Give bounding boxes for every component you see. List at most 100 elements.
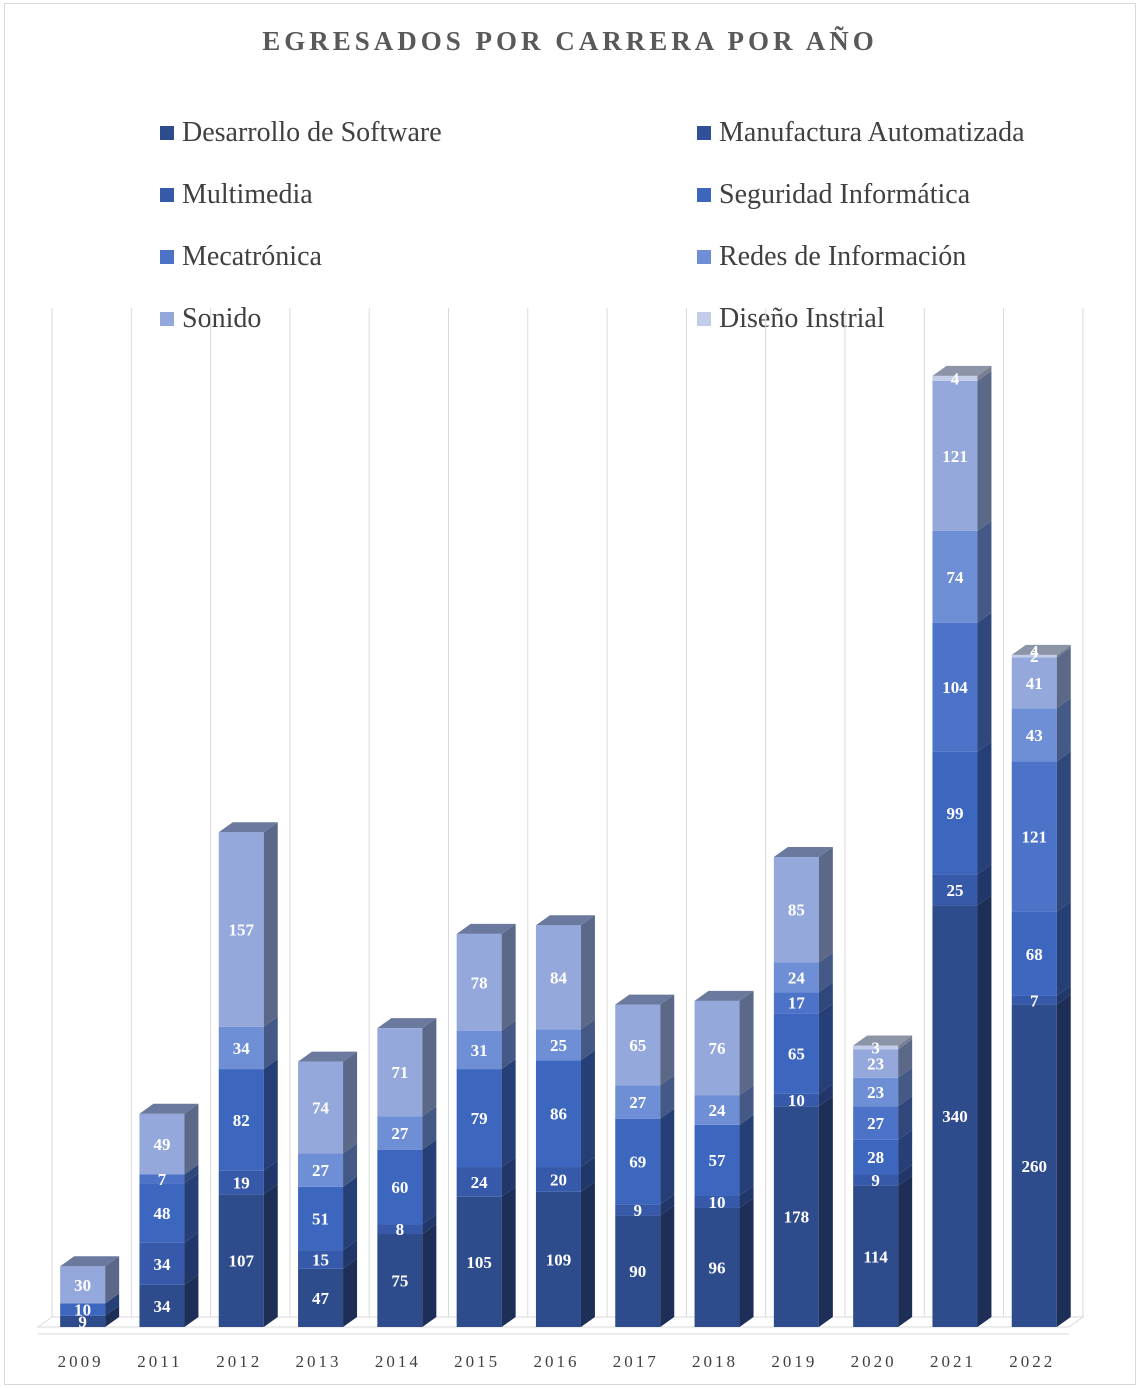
data-label: 27	[629, 1093, 647, 1112]
data-label: 75	[391, 1272, 408, 1291]
bar-segment-side	[422, 1214, 437, 1234]
bar-segment	[535, 925, 581, 1030]
bar-segment-side	[1056, 647, 1071, 709]
x-tick-label: 2017	[613, 1352, 659, 1371]
data-label: 65	[788, 1045, 805, 1064]
legend-item: Redes de Información	[697, 237, 966, 277]
legend-label: Sonido	[182, 303, 262, 334]
data-label: 10	[74, 1301, 91, 1320]
data-label: 43	[1026, 726, 1043, 745]
bar-segment	[615, 1004, 661, 1086]
bar-segment	[853, 1049, 899, 1078]
bar-segment	[932, 375, 978, 381]
legend-swatch	[160, 250, 174, 264]
bar-2013	[298, 1051, 358, 1327]
bar-segment	[535, 1191, 581, 1327]
data-label: 3	[871, 1038, 880, 1057]
data-label: 41	[1026, 674, 1043, 693]
legend-label: Multimedia	[182, 179, 313, 210]
bar-segment-side	[818, 1096, 833, 1327]
data-label: 20	[550, 1170, 567, 1189]
bar-segment	[853, 1106, 899, 1140]
bar-segment-side	[1056, 994, 1071, 1327]
data-label: 178	[784, 1208, 810, 1227]
bar-2021	[932, 365, 992, 1327]
bar-segment	[298, 1268, 344, 1327]
bar-segment	[853, 1045, 899, 1050]
data-label: 30	[74, 1276, 91, 1295]
x-tick-label: 2016	[533, 1352, 579, 1371]
data-label: 78	[471, 973, 488, 992]
bar-segment-side	[501, 1186, 516, 1327]
bar-segment	[1011, 708, 1057, 762]
data-label: 9	[871, 1171, 880, 1190]
bar-segment-side	[898, 1175, 913, 1327]
bar-segment-side	[580, 915, 595, 1030]
data-label: 10	[788, 1091, 805, 1110]
legend-label: Mecatrónica	[182, 241, 322, 272]
bar-segment	[773, 962, 819, 993]
bar-segment	[773, 1106, 819, 1327]
bar-segment-side	[977, 370, 992, 531]
data-label: 71	[391, 1063, 408, 1082]
x-tick-label: 2019	[771, 1352, 817, 1371]
bar-segment-side	[660, 994, 675, 1086]
data-label: 9	[634, 1201, 643, 1220]
chart-title: EGRESADOS POR CARRERA POR AÑO	[262, 26, 878, 56]
bar-segment	[139, 1242, 185, 1285]
bar-segment	[932, 530, 978, 623]
legend-label: Redes de Información	[719, 241, 967, 272]
data-label: 34	[153, 1255, 171, 1274]
data-label: 17	[788, 994, 806, 1013]
bar-segment	[218, 1194, 264, 1327]
data-label: 2	[1030, 647, 1039, 666]
bar-segment	[298, 1153, 344, 1187]
bar-segment-side	[263, 1016, 278, 1070]
data-label: 19	[233, 1174, 250, 1193]
bar-segment	[694, 1207, 740, 1327]
bar-segment-side	[739, 1197, 754, 1327]
bar-segment	[1011, 761, 1057, 912]
data-label: 34	[153, 1297, 171, 1316]
bar-top	[853, 1035, 913, 1046]
bar-segment	[298, 1186, 344, 1251]
data-label: 51	[312, 1210, 329, 1229]
bar-segment-side	[977, 895, 992, 1327]
bar-segment	[456, 933, 502, 1031]
bar-segment	[615, 1118, 661, 1205]
legend-label: Desarrollo de Software	[182, 117, 442, 148]
bar-segment-side	[105, 1256, 120, 1304]
bar-segment-side	[422, 1106, 437, 1150]
bar-segment	[1011, 911, 1057, 996]
data-label: 86	[550, 1105, 567, 1124]
data-label: 7	[158, 1170, 167, 1189]
bar-segment	[853, 1174, 899, 1186]
data-label: 260	[1022, 1157, 1048, 1176]
bar-segment-side	[263, 822, 278, 1027]
bar-segment	[615, 1204, 661, 1216]
bar-2016	[535, 915, 595, 1327]
data-label: 24	[788, 968, 806, 987]
data-label: 121	[942, 447, 968, 466]
bar-segment-side	[105, 1293, 120, 1316]
data-label: 27	[312, 1161, 330, 1180]
bar-segment	[615, 1085, 661, 1119]
data-label: 82	[233, 1111, 250, 1130]
bar-segment	[932, 905, 978, 1327]
data-label: 49	[153, 1135, 170, 1154]
bar-top	[773, 847, 833, 858]
data-label: 15	[312, 1250, 329, 1269]
legend-item: Manufactura Automatizada	[697, 113, 1025, 153]
bar-2012	[218, 822, 278, 1327]
legend-item: Desarrollo de Software	[160, 113, 442, 153]
data-label: 105	[466, 1253, 492, 1272]
data-labels: 9103034344874910719823415747155127747586…	[74, 369, 1047, 1331]
bar-segment	[218, 1026, 264, 1070]
bar-segment	[377, 1149, 423, 1225]
bar-segment-side	[580, 1050, 595, 1168]
x-tick-label: 2020	[851, 1352, 897, 1371]
bar-segment-side	[818, 847, 833, 963]
bar-segment	[535, 1167, 581, 1192]
data-label: 57	[709, 1151, 727, 1170]
bar-segment-side	[818, 1083, 833, 1107]
